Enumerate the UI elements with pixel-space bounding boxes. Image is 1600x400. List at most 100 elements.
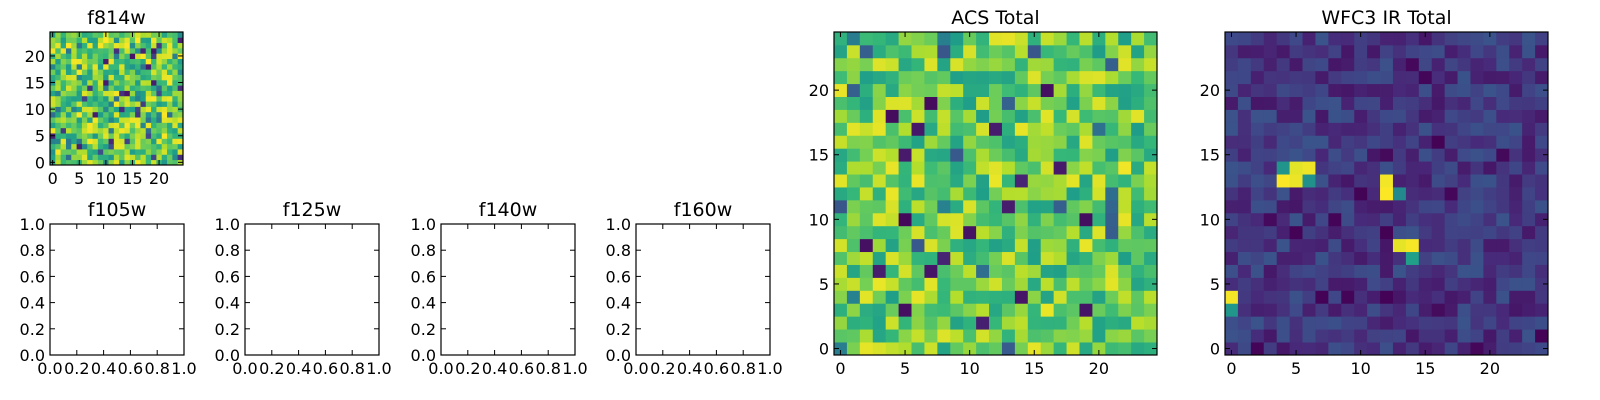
heatmap-cell <box>113 149 120 155</box>
heatmap-cell <box>1131 342 1145 356</box>
heatmap-cell <box>167 69 173 75</box>
heatmap-cell <box>924 251 938 265</box>
heatmap-cell <box>1225 57 1239 72</box>
panel-title-f140w: f140w <box>479 199 538 221</box>
heatmap-cell <box>898 57 912 72</box>
heatmap-cell <box>898 122 912 136</box>
heatmap-cell <box>1276 44 1290 59</box>
heatmap-cell <box>1066 277 1080 291</box>
heatmap-cell <box>129 95 136 102</box>
heatmap-cell <box>76 95 83 102</box>
heatmap-cell <box>129 154 136 161</box>
heatmap-cell <box>1444 83 1458 97</box>
heatmap-cell <box>156 69 163 75</box>
heatmap-cell <box>1302 148 1316 162</box>
heatmap-cell <box>1144 277 1158 291</box>
heatmap-cell <box>1380 342 1394 356</box>
heatmap-cell <box>1444 264 1458 278</box>
heatmap-cell <box>1341 277 1355 291</box>
heatmap-cell <box>1496 199 1510 214</box>
heatmap-cell <box>1001 122 1016 136</box>
heatmap-cell <box>1509 238 1523 253</box>
heatmap-cell <box>1014 174 1029 188</box>
heatmap-cell <box>129 127 136 134</box>
heatmap-cell <box>1001 316 1016 330</box>
heatmap-cell <box>1263 277 1278 291</box>
heatmap-cell <box>1079 109 1093 123</box>
heatmap-cell <box>81 63 88 70</box>
heatmap-cell <box>1535 264 1549 278</box>
heatmap-cell <box>55 95 62 102</box>
heatmap-cell <box>92 101 99 107</box>
heatmap-cell <box>81 117 88 123</box>
heatmap-cell <box>1263 57 1278 72</box>
heatmap-cell <box>872 148 887 162</box>
heatmap-cell <box>1131 251 1145 265</box>
heatmap-cell <box>834 161 848 175</box>
heatmap-cell <box>151 85 157 91</box>
heatmap-cell <box>1405 225 1420 240</box>
heatmap-cell <box>92 143 99 150</box>
heatmap-cell <box>1092 70 1106 85</box>
heatmap-cell <box>1237 264 1252 278</box>
heatmap-cell <box>1079 290 1093 304</box>
heatmap-cell <box>911 83 925 97</box>
heatmap-cell <box>113 53 120 59</box>
heatmap-cell <box>1509 277 1523 291</box>
heatmap-cell <box>1040 251 1055 265</box>
heatmap-cell <box>872 251 887 265</box>
heatmap-cell <box>1392 251 1407 265</box>
heatmap-cell <box>1431 122 1446 136</box>
heatmap-cell <box>71 149 77 155</box>
heatmap-cell <box>1131 109 1145 123</box>
heatmap-cell <box>1535 290 1549 304</box>
heatmap-cell <box>1418 303 1433 317</box>
heatmap-cell <box>129 37 136 44</box>
heatmap-cell <box>1328 174 1342 188</box>
heatmap-cell <box>924 96 938 110</box>
heatmap-cell <box>1289 225 1303 240</box>
heatmap-cell <box>50 154 56 161</box>
y-tick-label: 10 <box>809 210 829 229</box>
heatmap-cell <box>885 32 899 46</box>
heatmap-cell <box>113 79 120 86</box>
heatmap-cell <box>1328 329 1342 343</box>
heatmap-cell <box>151 74 157 81</box>
heatmap-cell <box>1289 238 1303 253</box>
heatmap-cell <box>1535 277 1549 291</box>
x-tick-label: 0 <box>835 359 845 378</box>
heatmap-cell <box>950 174 964 188</box>
heatmap-cell <box>1066 161 1080 175</box>
heatmap-cell <box>87 122 93 129</box>
heatmap-cell <box>124 69 131 75</box>
heatmap-cell <box>161 85 168 91</box>
heatmap-cell <box>1053 70 1067 85</box>
heatmap-cell <box>113 117 120 123</box>
heatmap-cell <box>1483 303 1497 317</box>
heatmap-cell <box>1237 32 1252 46</box>
heatmap-cell <box>872 83 887 97</box>
heatmap-cell <box>60 90 67 97</box>
heatmap-cell <box>129 74 136 81</box>
heatmap-cell <box>129 42 136 49</box>
heatmap-cell <box>1250 187 1265 201</box>
heatmap-cell <box>1105 174 1119 188</box>
heatmap-cell <box>1289 212 1303 227</box>
heatmap-cell <box>1092 316 1106 330</box>
heatmap-cell <box>950 187 964 201</box>
heatmap-cell <box>1341 303 1355 317</box>
heatmap-cell <box>1380 32 1394 46</box>
y-tick-label: 1.0 <box>20 215 45 234</box>
heatmap-cell <box>87 69 93 75</box>
heatmap-cell <box>976 109 990 123</box>
heatmap-cell <box>1131 212 1145 227</box>
heatmap-cell <box>1001 303 1016 317</box>
heatmap-cell <box>1380 135 1394 149</box>
heatmap-cell <box>1250 264 1265 278</box>
heatmap-cell <box>924 174 938 188</box>
heatmap-cell <box>1341 161 1355 175</box>
heatmap-cell <box>129 85 136 91</box>
heatmap-cell <box>1276 135 1290 149</box>
